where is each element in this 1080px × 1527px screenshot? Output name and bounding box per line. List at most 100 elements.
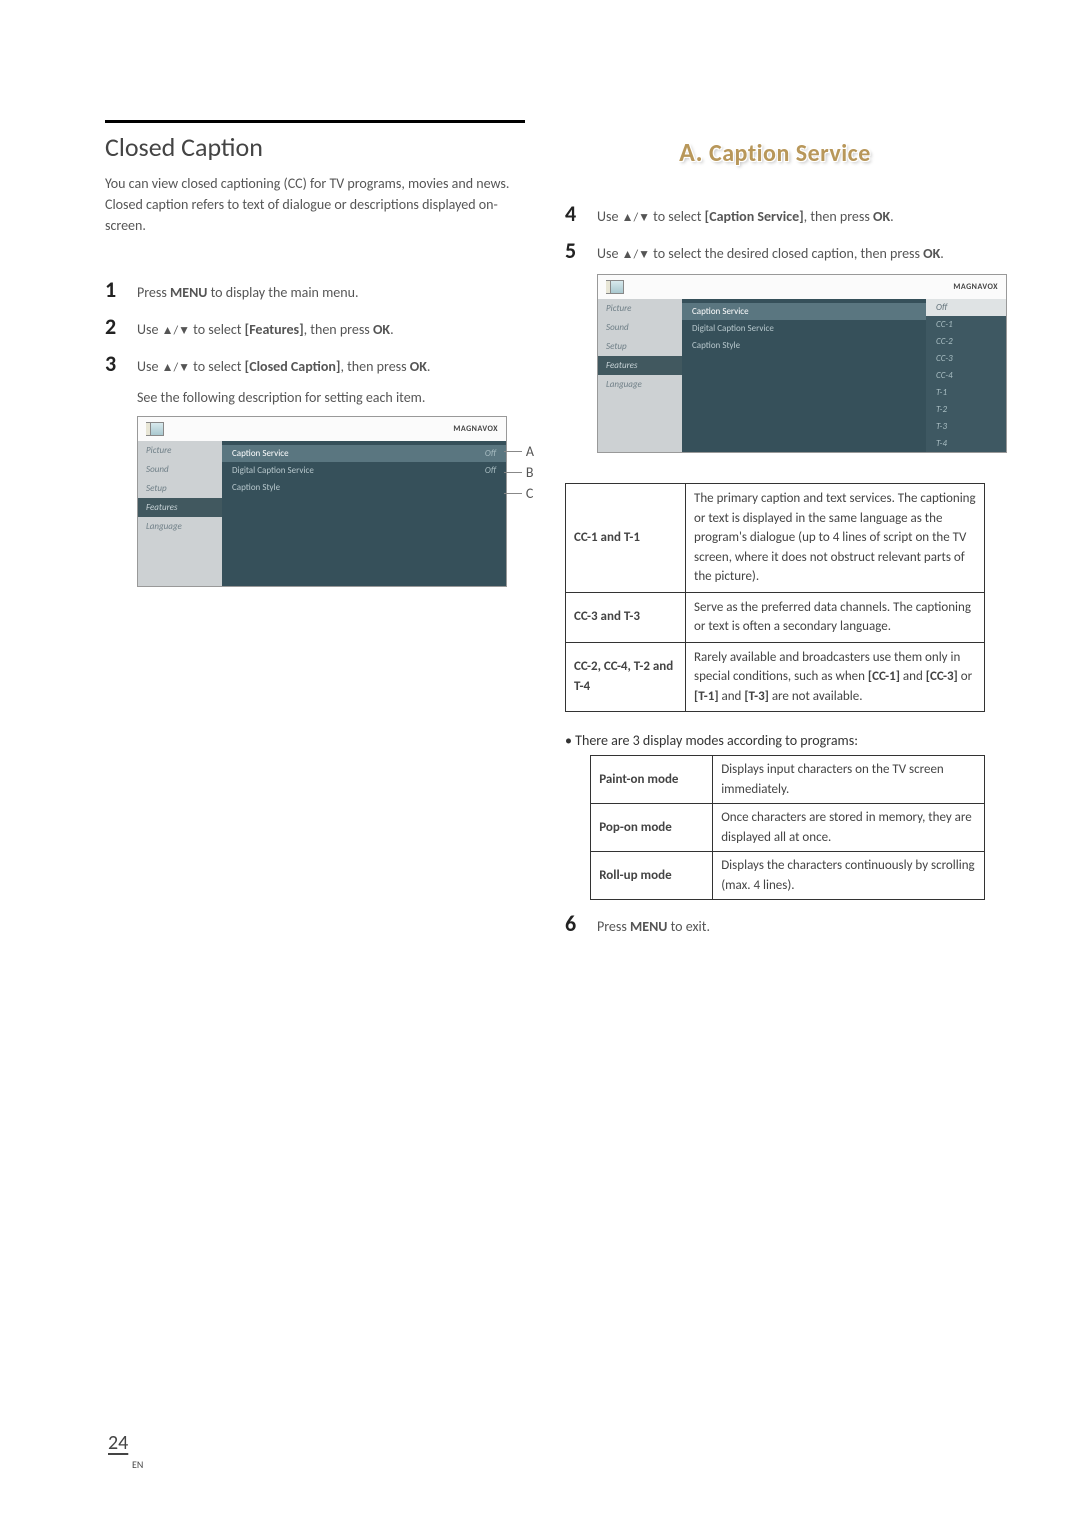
- t: .: [940, 245, 944, 262]
- sidebar-item-picture: Picture: [598, 299, 682, 318]
- step-number: 5: [565, 237, 583, 264]
- sidebar-item-language: Language: [598, 375, 682, 394]
- label: Digital Caption Service: [692, 323, 774, 334]
- heading-letter: A.: [679, 136, 703, 168]
- page-lang: EN: [132, 1458, 143, 1471]
- t: Use: [597, 245, 622, 262]
- sidebar-item-sound: Sound: [138, 460, 222, 479]
- table-cell-val: Displays the characters continuously by …: [713, 852, 985, 900]
- table-cell-key: CC-2, CC-4, T-2 and T-4: [566, 642, 686, 712]
- label: Digital Caption Service: [232, 465, 314, 476]
- table-row: Roll-up mode Displays the characters con…: [591, 852, 985, 900]
- t: Use: [137, 358, 162, 375]
- table-cell-key: Paint-on mode: [591, 756, 713, 804]
- brand-logo-icon: [606, 280, 624, 294]
- page-number: 24 EN: [108, 1431, 143, 1472]
- t: , then press: [804, 208, 873, 225]
- menu-option-cc4: CC-4: [926, 367, 1006, 384]
- title-rule: [105, 120, 525, 123]
- caption-services-table: CC-1 and T-1 The primary caption and tex…: [565, 483, 985, 712]
- t: to display the main menu.: [207, 284, 358, 301]
- step-3: 3 Use ▲/▼ to select [Closed Caption], th…: [105, 350, 525, 377]
- table-cell-key: CC-1 and T-1: [566, 484, 686, 593]
- t: [Caption Service]: [705, 208, 804, 225]
- value: Off: [485, 448, 496, 459]
- t: to select: [650, 208, 705, 225]
- table-cell-val: Serve as the preferred data channels. Th…: [686, 592, 985, 642]
- step-number: 2: [105, 313, 123, 340]
- menu-body: Picture Sound Setup Features Language Ca…: [598, 299, 1006, 452]
- brand-name: MAGNAVOX: [453, 424, 498, 434]
- sidebar-item-setup: Setup: [598, 337, 682, 356]
- t: , then press: [340, 358, 409, 375]
- t: [Closed Caption]: [245, 358, 341, 375]
- table-row: CC-3 and T-3 Serve as the preferred data…: [566, 592, 985, 642]
- menu-option-cc3: CC-3: [926, 350, 1006, 367]
- table-cell-val: The primary caption and text services. T…: [686, 484, 985, 593]
- menu-screenshot-left: MAGNAVOX Picture Sound Setup Features La…: [137, 416, 507, 587]
- step-number: 1: [105, 276, 123, 303]
- t: to exit.: [667, 918, 710, 935]
- sidebar-item-sound: Sound: [598, 318, 682, 337]
- step-text: Use ▲/▼ to select [Features], then press…: [137, 319, 394, 340]
- menu-option-off: Off: [926, 299, 1006, 316]
- t: to select: [190, 358, 245, 375]
- step-number: 4: [565, 200, 583, 227]
- callout-labels: A B C: [504, 443, 534, 502]
- t: Use: [597, 208, 622, 225]
- step-text: Use ▲/▼ to select [Closed Caption], then…: [137, 356, 430, 377]
- menu-item-caption-style: Caption Style: [222, 479, 506, 496]
- menu-option-t4: T-4: [926, 435, 1006, 452]
- menu-option-t1: T-1: [926, 384, 1006, 401]
- page-number-value: 24: [108, 1431, 143, 1455]
- label: Caption Style: [232, 482, 280, 493]
- t: Press: [597, 918, 630, 935]
- menu-item-caption-service: Caption Service Off: [222, 445, 506, 462]
- table-cell-val: Rarely available and broadcasters use th…: [686, 642, 985, 712]
- step-text: Press MENU to exit.: [597, 916, 710, 937]
- step-number: 3: [105, 350, 123, 377]
- t: .: [890, 208, 894, 225]
- menu-body: Picture Sound Setup Features Language Ca…: [138, 441, 506, 586]
- section-title: Closed Caption: [105, 131, 525, 163]
- step-text: Use ▲/▼ to select the desired closed cap…: [597, 243, 944, 264]
- menu-sidebar: Picture Sound Setup Features Language: [138, 441, 222, 586]
- t: MENU: [170, 284, 207, 301]
- step-4: 4 Use ▲/▼ to select [Caption Service], t…: [565, 200, 985, 227]
- menu-option-t2: T-2: [926, 401, 1006, 418]
- intro-text: You can view closed captioning (CC) for …: [105, 173, 525, 236]
- menu-option-cc2: CC-2: [926, 333, 1006, 350]
- table-cell-key: Roll-up mode: [591, 852, 713, 900]
- brand-name: MAGNAVOX: [953, 282, 998, 292]
- t: OK: [373, 321, 390, 338]
- t: , then press: [304, 321, 373, 338]
- menu-screenshot-right: MAGNAVOX Picture Sound Setup Features La…: [597, 274, 1007, 453]
- table-row: CC-1 and T-1 The primary caption and tex…: [566, 484, 985, 593]
- callout-c: C: [504, 485, 534, 502]
- callout-a: A: [504, 443, 534, 460]
- sidebar-item-features: Features: [598, 356, 682, 375]
- sidebar-item-language: Language: [138, 517, 222, 536]
- step-text: Use ▲/▼ to select [Caption Service], the…: [597, 206, 894, 227]
- table-row: Paint-on mode Displays input characters …: [591, 756, 985, 804]
- t: Use: [137, 321, 162, 338]
- arrow-icon: ▲/▼: [622, 248, 650, 262]
- step-text: Press MENU to display the main menu.: [137, 282, 358, 303]
- sidebar-item-features: Features: [138, 498, 222, 517]
- menu-main: Caption Service Off Digital Caption Serv…: [222, 441, 506, 586]
- t: OK: [873, 208, 890, 225]
- menu-item-digital-caption: Digital Caption Service: [682, 320, 926, 337]
- menu-sidebar: Picture Sound Setup Features Language: [598, 299, 682, 452]
- left-column: Closed Caption You can view closed capti…: [105, 120, 525, 947]
- step-1: 1 Press MENU to display the main menu.: [105, 276, 525, 303]
- label: Caption Style: [692, 340, 740, 351]
- arrow-icon: ▲/▼: [162, 324, 190, 338]
- step-6: 6 Press MENU to exit.: [565, 910, 985, 937]
- arrow-icon: ▲/▼: [162, 361, 190, 375]
- arrow-icon: ▲/▼: [622, 211, 650, 225]
- menu-item-digital-caption: Digital Caption Service Off: [222, 462, 506, 479]
- sidebar-item-picture: Picture: [138, 441, 222, 460]
- step-subtext: See the following description for settin…: [137, 387, 525, 408]
- menu-option-cc1: CC-1: [926, 316, 1006, 333]
- brand-logo-icon: [146, 422, 164, 436]
